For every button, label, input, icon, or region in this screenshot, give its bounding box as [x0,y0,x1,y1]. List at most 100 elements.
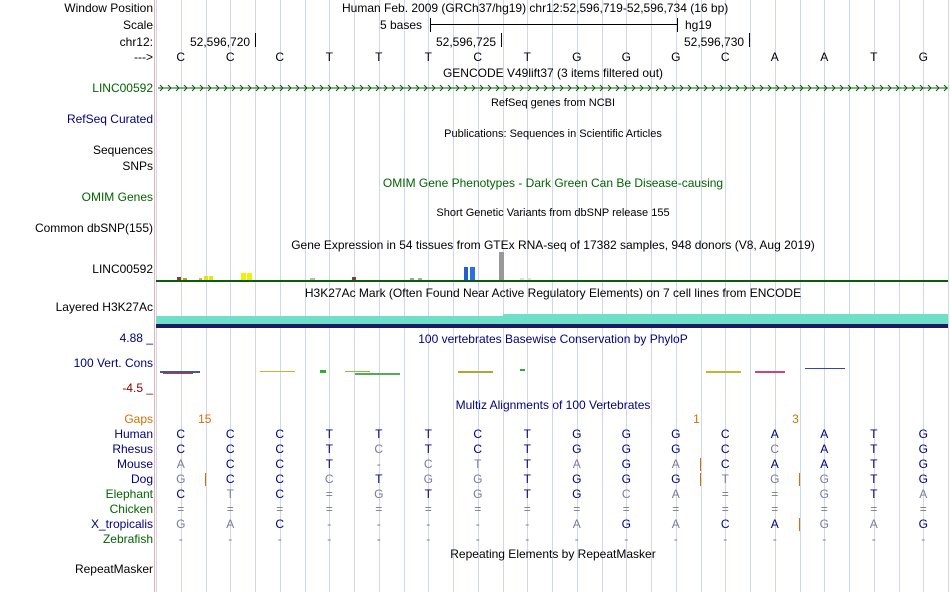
aligned-base: G [819,517,829,531]
aligned-base: T [375,472,383,486]
aligned-base: T [226,487,234,501]
reference-base: T [424,50,432,64]
aligned-base: T [721,472,729,486]
chevron-right-icon [687,84,692,92]
aligned-base: A [770,517,779,531]
chevron-right-icon [551,84,556,92]
aligned-base: G [671,427,681,441]
reference-base: T [325,50,333,64]
snps-label[interactable]: SNPs [122,159,153,173]
species-label[interactable]: Rhesus [112,442,153,456]
aligned-base: - [871,532,876,546]
gtex-track-label[interactable]: LINC00592 [92,262,153,276]
reference-base: G [572,50,582,64]
aligned-base: T [870,487,878,501]
aligned-base: C [275,487,285,501]
chevron-right-icon [335,84,340,92]
aligned-base: T [474,457,482,471]
aligned-base: G [671,472,681,486]
gap-count: 15 [198,412,212,426]
omim-track-label[interactable]: OMIM Genes [81,190,153,204]
aligned-base: C [275,442,285,456]
h3k27ac-signal [156,316,503,324]
aligned-base: G [621,457,631,471]
aligned-base: G [621,472,631,486]
species-label[interactable]: Human [114,427,153,441]
dbsnp-track-label[interactable]: Common dbSNP(155) [34,221,153,235]
coord-label: 52,596,720 [190,35,251,49]
chevron-right-icon [847,84,852,92]
aligned-base: A [770,457,779,471]
chevron-right-icon [567,84,572,92]
gtex-expression-bars [177,252,531,280]
aligned-base: A [572,517,581,531]
aligned-base: = [226,502,234,516]
reference-base: C [720,50,730,64]
repeatmasker-track-label[interactable]: RepeatMasker [74,562,153,576]
reference-base: C [473,50,483,64]
aligned-base: = [474,502,482,516]
gencode-track-title: GENCODE V49lift37 (3 items filtered out) [442,66,664,80]
reference-base: G [621,50,631,64]
chevron-right-icon [831,84,836,92]
reference-base: G [671,50,681,64]
aligned-base: = [919,502,927,516]
aligned-base: C [176,442,186,456]
aligned-base: C [275,517,285,531]
publications-track-label[interactable]: Sequences [92,143,153,157]
chevron-right-icon [415,84,420,92]
aligned-base: A [770,427,779,441]
phylop-track-label[interactable]: 100 Vert. Cons [73,356,153,370]
scale-label: Scale [122,18,153,32]
h3k27ac-track-label[interactable]: Layered H3K27Ac [55,300,153,314]
species-label[interactable]: Elephant [105,487,153,501]
insertion-marker [798,473,800,486]
aligned-base: C [275,472,285,486]
chevron-right-icon [207,84,212,92]
chevron-right-icon [311,84,316,92]
window-position-label: Window Position [64,1,153,15]
aligned-base: G [671,442,681,456]
chevron-right-icon [799,84,804,92]
chevron-right-icon [223,84,228,92]
coord-label: 52,596,725 [436,35,497,49]
phylop-signal [160,368,845,375]
chevron-right-icon [783,84,788,92]
aligned-base: = [424,502,432,516]
aligned-base: - [178,532,183,546]
aligned-base: = [771,502,779,516]
chevron-right-icon [183,84,188,92]
reference-base: C [176,50,186,64]
omim-track-title: OMIM Gene Phenotypes - Dark Green Can Be… [382,176,724,190]
species-label[interactable]: Zebrafish [102,532,153,546]
chevron-right-icon [871,84,876,92]
chevron-right-icon [199,84,204,92]
insertion-marker [798,518,800,531]
assembly-label: hg19 [685,18,712,32]
chevron-right-icon [455,84,460,92]
species-label[interactable]: X_tropicalis [90,517,153,531]
species-label[interactable]: Dog [130,472,153,486]
chevron-right-icon [775,84,780,92]
aligned-base: - [475,532,480,546]
chevron-right-icon [663,84,668,92]
refseq-track-label[interactable]: RefSeq Curated [66,112,153,126]
aligned-base: C [324,472,334,486]
chevron-right-icon [519,84,524,92]
species-label[interactable]: Mouse [116,457,153,471]
h3k27ac-baseline [156,324,948,328]
chevron-right-icon [303,84,308,92]
chevron-right-icon [231,84,236,92]
chevron-right-icon [471,84,476,92]
chevron-right-icon [327,84,332,92]
h3k27ac-track-title: H3K27Ac Mark (Often Found Near Active Re… [304,286,802,300]
aligned-base: C [621,487,631,501]
aligned-base: = [573,502,581,516]
coord-tick [501,33,502,47]
aligned-base: C [225,442,235,456]
aligned-base: C [176,427,186,441]
species-label[interactable]: Chicken [109,502,153,516]
gencode-item-label[interactable]: LINC00592 [92,81,153,95]
